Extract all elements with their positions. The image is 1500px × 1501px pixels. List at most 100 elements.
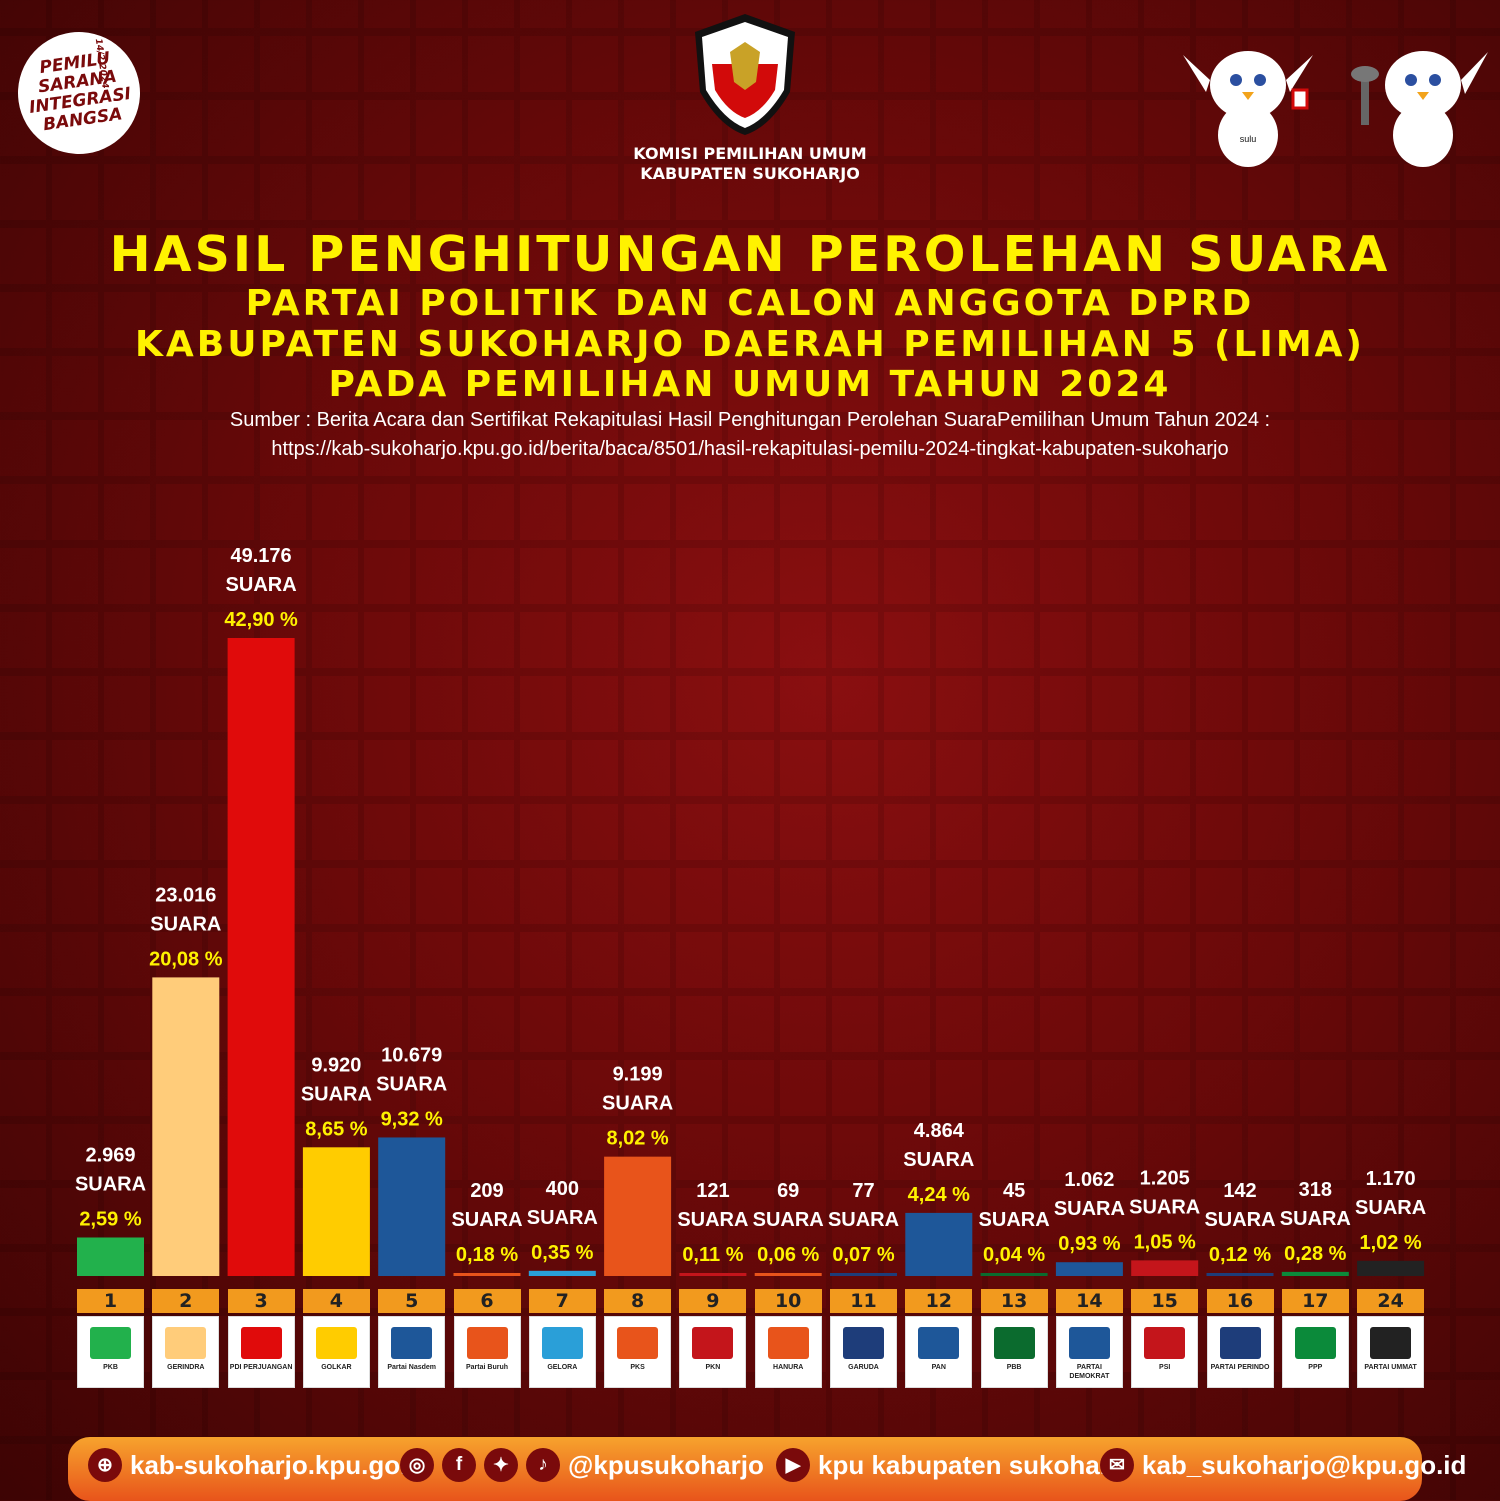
value-label: 121 xyxy=(696,1180,729,1202)
value-label: 1.170 xyxy=(1366,1168,1416,1190)
bar xyxy=(378,1137,446,1276)
party-logo: Partai Buruh xyxy=(453,1316,521,1388)
party-logo-mark xyxy=(993,1327,1035,1359)
party-logo-mark xyxy=(918,1327,960,1359)
party-name: GELORA xyxy=(547,1364,578,1371)
party-logo-mark xyxy=(90,1327,131,1359)
unit-label: SUARA xyxy=(903,1149,974,1171)
party-logo-mark xyxy=(391,1327,433,1359)
bar xyxy=(528,1270,596,1276)
website-link[interactable]: ⊕ kab-sukoharjo.kpu.go.id xyxy=(88,1444,430,1486)
title-line-2: PARTAI POLITIK DAN CALON ANGGOTA DPRD xyxy=(245,283,1255,324)
percent-label: 9,32 % xyxy=(381,1108,443,1130)
bar xyxy=(905,1212,973,1276)
party-number: 3 xyxy=(227,1289,295,1313)
party-name: PARTAI UMMAT xyxy=(1364,1364,1417,1371)
percent-label: 0,93 % xyxy=(1058,1233,1120,1255)
unit-label: SUARA xyxy=(527,1207,598,1229)
party-logo: PKB xyxy=(77,1316,144,1388)
party-logo-mark xyxy=(240,1327,282,1359)
party-name: Partai Buruh xyxy=(465,1364,508,1371)
unit-label: SUARA xyxy=(677,1209,748,1231)
percent-label: 2,59 % xyxy=(79,1208,141,1230)
party-logo-mark xyxy=(1294,1327,1336,1359)
bar xyxy=(302,1147,370,1276)
party-number: 12 xyxy=(905,1289,973,1313)
party-number: 13 xyxy=(980,1289,1048,1313)
party-name: PKB xyxy=(103,1364,118,1371)
unit-label: SUARA xyxy=(1054,1198,1125,1220)
footer-bar xyxy=(68,1437,1422,1501)
tiktok-icon[interactable]: ♪ xyxy=(526,1448,560,1482)
percent-label: 0,11 % xyxy=(682,1244,743,1266)
party-number: 5 xyxy=(378,1289,446,1313)
percent-label: 1,02 % xyxy=(1359,1232,1421,1254)
value-label: 9.920 xyxy=(311,1054,361,1076)
party-logo-mark xyxy=(1068,1327,1110,1359)
party-number: 11 xyxy=(830,1289,897,1313)
bar xyxy=(227,638,295,1276)
unit-label: SUARA xyxy=(150,913,221,935)
party-logo: GELORA xyxy=(528,1316,596,1388)
unit-label: SUARA xyxy=(602,1093,673,1115)
party-number: 9 xyxy=(679,1289,747,1313)
party-name: PSI xyxy=(1159,1364,1171,1371)
value-label: 23.016 xyxy=(155,884,216,906)
social-links[interactable]: ◎ f ✦ ♪ @kpusukoharjo xyxy=(400,1444,764,1486)
percent-label: 0,35 % xyxy=(531,1242,593,1264)
party-number: 15 xyxy=(1131,1289,1199,1313)
party-logo: PBB xyxy=(980,1316,1048,1388)
party-number: 8 xyxy=(604,1289,672,1313)
mascot-illustration: sulu xyxy=(1183,51,1488,167)
party-logo: Partai Nasdem xyxy=(378,1316,446,1388)
party-name: GARUDA xyxy=(848,1364,879,1371)
bar xyxy=(604,1156,672,1276)
youtube-icon: ▶ xyxy=(776,1448,810,1482)
unit-label: SUARA xyxy=(1204,1209,1275,1231)
facebook-icon[interactable]: f xyxy=(442,1448,476,1482)
unit-label: SUARA xyxy=(451,1209,522,1231)
percent-label: 42,90 % xyxy=(224,609,298,631)
party-name: PKN xyxy=(705,1364,721,1371)
unit-label: SUARA xyxy=(828,1209,899,1231)
party-logo: PARTAI UMMAT xyxy=(1357,1316,1425,1388)
percent-label: 0,04 % xyxy=(983,1244,1045,1266)
party-logo-mark xyxy=(692,1327,734,1359)
twitter-icon[interactable]: ✦ xyxy=(484,1448,518,1482)
bar xyxy=(152,977,220,1276)
unit-label: SUARA xyxy=(226,574,297,596)
kpu-logo xyxy=(695,14,795,135)
party-logo: GOLKAR xyxy=(302,1316,370,1388)
party-name: HANURA xyxy=(773,1364,804,1371)
percent-label: 1,05 % xyxy=(1134,1231,1196,1253)
unit-label: SUARA xyxy=(75,1173,146,1195)
source-text: Sumber : Berita Acara dan Sertifikat Rek… xyxy=(229,409,1271,431)
party-name: PAN xyxy=(931,1364,946,1371)
party-logo: PARTAI DEMOKRAT xyxy=(1055,1316,1123,1388)
bar xyxy=(1206,1273,1274,1276)
value-label: 1.062 xyxy=(1064,1169,1114,1191)
instagram-icon[interactable]: ◎ xyxy=(400,1448,434,1482)
bar xyxy=(1131,1260,1199,1276)
youtube-link[interactable]: ▶ kpu kabupaten sukoharjo xyxy=(776,1444,1133,1486)
percent-label: 8,65 % xyxy=(305,1118,367,1140)
value-label: 318 xyxy=(1299,1179,1332,1201)
org-name: KOMISI PEMILIHAN UMUM xyxy=(633,144,867,163)
email-text: kab_sukoharjo@kpu.go.id xyxy=(1142,1449,1467,1480)
value-label: 142 xyxy=(1223,1180,1256,1202)
party-name: GOLKAR xyxy=(321,1364,352,1371)
title-line-4: PADA PEMILIHAN UMUM TAHUN 2024 xyxy=(328,364,1172,405)
bar xyxy=(830,1273,897,1276)
unit-label: SUARA xyxy=(1129,1196,1200,1218)
party-name: PPP xyxy=(1308,1364,1323,1371)
percent-label: 20,08 % xyxy=(149,948,223,970)
value-label: 10.679 xyxy=(381,1044,442,1066)
value-label: 1.205 xyxy=(1140,1167,1190,1189)
value-label: 400 xyxy=(546,1178,579,1200)
party-number: 1 xyxy=(77,1289,144,1313)
email-link[interactable]: ✉ kab_sukoharjo@kpu.go.id xyxy=(1100,1444,1466,1486)
party-number: 2 xyxy=(152,1289,220,1313)
party-logo: HANURA xyxy=(754,1316,822,1388)
vote-bar-chart: 2,59 % SUARA 2.969 20,08 % SUARA 23.016 42,90 … xyxy=(75,574,1425,1276)
mail-icon: ✉ xyxy=(1100,1448,1134,1482)
